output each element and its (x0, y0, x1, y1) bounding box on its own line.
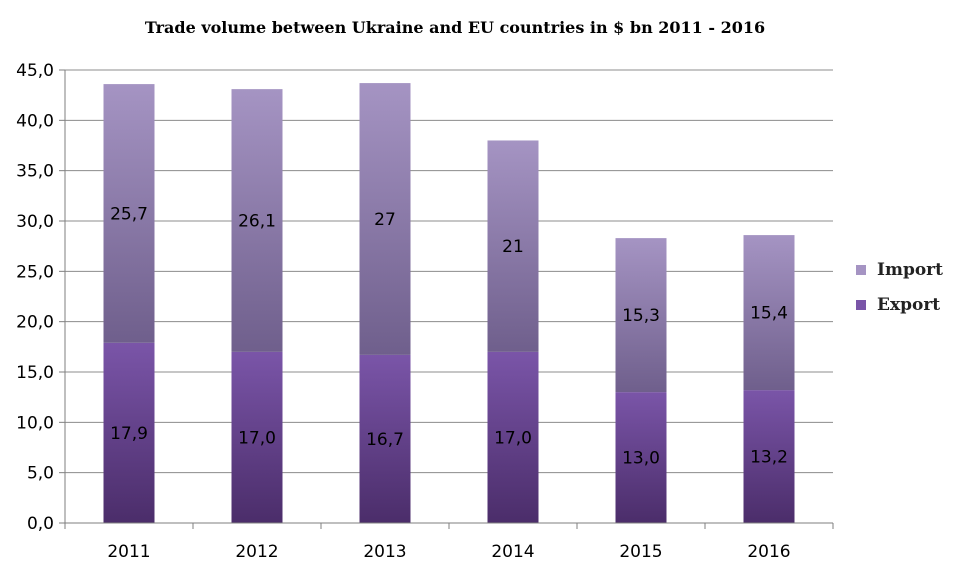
y-tick-label: 25,0 (16, 262, 54, 282)
data-labels: 17,9 25,7 17,0 26,1 16,7 27 17,0 21 13,0 15,3 13,2… (110, 204, 788, 468)
x-axis-ticks: 2011 2012 2013 2014 2015 2016 (64, 523, 834, 562)
data-label-import-2014: 21 (502, 237, 524, 257)
x-tick-label: 2016 (747, 542, 790, 562)
x-tick-label: 2012 (235, 542, 278, 562)
data-label-export-2011: 17,9 (110, 424, 148, 444)
gridlines (65, 69, 833, 474)
data-label-export-2013: 16,7 (366, 430, 404, 450)
data-label-export-2015: 13,0 (622, 449, 660, 469)
x-tick-label: 2013 (363, 542, 406, 562)
y-tick-label: 45,0 (16, 61, 54, 81)
bar-import-2014 (487, 140, 539, 352)
bar-export-2013 (359, 354, 411, 523)
y-tick-label: 15,0 (16, 363, 54, 383)
y-tick-label: 30,0 (16, 212, 54, 232)
bar-export-2015 (615, 392, 667, 523)
bar-import-2012 (231, 89, 283, 352)
data-label-export-2014: 17,0 (494, 428, 532, 448)
chart-title: Trade volume between Ukraine and EU coun… (145, 18, 765, 37)
y-tick-label: 5,0 (27, 464, 54, 484)
bar-import-2015 (615, 238, 667, 393)
y-tick-label: 40,0 (16, 111, 54, 131)
legend-swatch-import (856, 265, 866, 275)
data-label-import-2015: 15,3 (622, 306, 660, 326)
data-label-export-2012: 17,0 (238, 428, 276, 448)
x-tick-label: 2014 (491, 542, 534, 562)
y-tick-label: 35,0 (16, 162, 54, 182)
legend-label-export: Export (877, 295, 940, 315)
y-tick-label: 20,0 (16, 313, 54, 333)
data-label-import-2012: 26,1 (238, 211, 276, 231)
bar-export-2012 (231, 351, 283, 523)
bar-import-2016 (743, 235, 795, 391)
bar-export-2014 (487, 351, 539, 523)
y-tick-label: 10,0 (16, 413, 54, 433)
data-label-import-2013: 27 (374, 210, 396, 230)
x-tick-label: 2011 (107, 542, 150, 562)
legend-swatch-export (856, 300, 866, 310)
bar-export-2016 (743, 390, 795, 523)
bar-import-2011 (103, 84, 155, 343)
y-axis-ticks: 0,0 5,0 10,0 15,0 20,0 25,0 30,0 35,0 40,0 45,0 (16, 61, 65, 534)
data-label-import-2016: 15,4 (750, 304, 788, 324)
data-label-import-2011: 25,7 (110, 204, 148, 224)
bar-import-2013 (359, 83, 411, 355)
y-tick-label: 0,0 (27, 514, 54, 534)
bars (103, 83, 795, 523)
axes (64, 70, 833, 524)
legend-label-import: Import (877, 260, 943, 280)
bar-export-2011 (103, 342, 155, 523)
x-tick-label: 2015 (619, 542, 662, 562)
data-label-export-2016: 13,2 (750, 448, 788, 468)
legend: Import Export (856, 260, 943, 315)
